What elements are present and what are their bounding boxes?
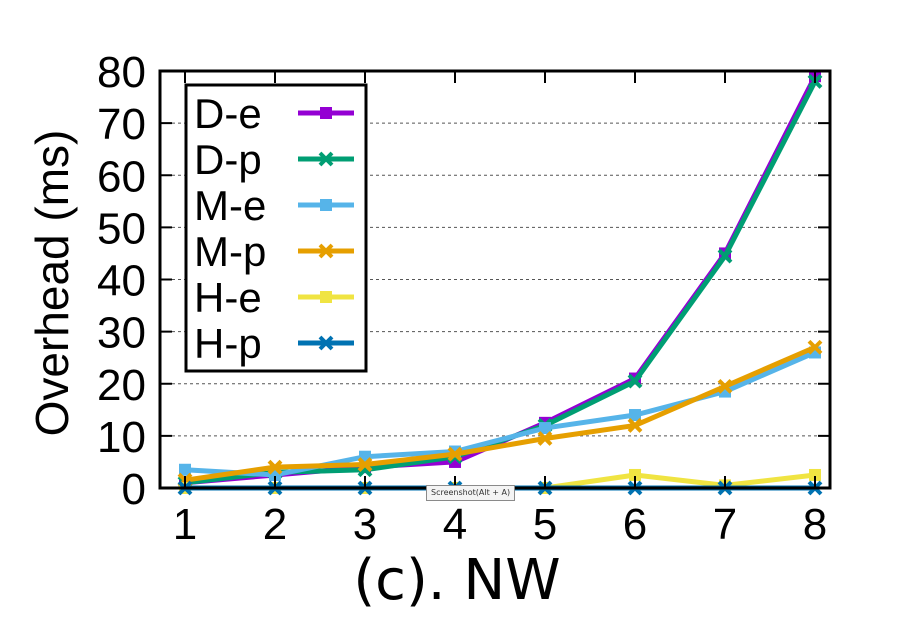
screenshot-tooltip: Screenshot(Alt + A) — [426, 485, 516, 501]
x-tick-label: 2 — [263, 500, 287, 549]
y-tick-label: 0 — [122, 465, 146, 514]
y-tick-label: 50 — [97, 204, 146, 253]
y-tick-label: 30 — [97, 309, 146, 358]
data-point-cross — [447, 446, 463, 462]
x-tick-label: 8 — [803, 500, 827, 549]
data-point-square — [629, 468, 641, 481]
x-tick-label: 6 — [623, 500, 647, 549]
data-point-cross — [318, 243, 334, 259]
x-tick-label: 4 — [443, 500, 467, 549]
y-axis-label: Overhead (ms) — [26, 130, 78, 437]
data-point-square — [179, 463, 191, 476]
cross-stroke — [627, 418, 643, 433]
series-lines — [177, 70, 823, 496]
legend-label: H-e — [194, 274, 262, 321]
x-tick-label: 7 — [713, 500, 737, 549]
y-tick-label: 10 — [97, 413, 146, 462]
cross-stroke — [357, 457, 373, 472]
legend-label: M-p — [194, 228, 266, 275]
cross-stroke — [717, 378, 733, 394]
cross-stroke — [447, 446, 463, 462]
y-tick-label: 40 — [97, 257, 146, 306]
cross-stroke — [717, 248, 733, 264]
data-point-square — [320, 199, 332, 211]
data-point-cross — [627, 418, 643, 433]
data-point-cross — [717, 378, 733, 394]
cross-stroke — [807, 339, 823, 355]
data-point-cross — [267, 459, 283, 475]
data-point-cross — [537, 431, 553, 446]
cross-stroke — [318, 335, 334, 351]
y-tick-label: 60 — [97, 152, 146, 201]
cross-stroke — [627, 373, 643, 389]
cross-stroke — [537, 431, 553, 446]
y-tick-label: 70 — [97, 100, 146, 149]
x-tick-label: 1 — [173, 500, 197, 549]
cross-stroke — [318, 243, 334, 259]
legend-label: D-p — [194, 136, 262, 183]
data-point-cross — [318, 151, 334, 167]
data-point-cross — [807, 339, 823, 355]
cross-stroke — [267, 459, 283, 475]
data-point-cross — [318, 335, 334, 351]
y-tick-label: 20 — [97, 361, 146, 410]
series-line — [184, 344, 816, 483]
x-tick-label: 3 — [353, 500, 377, 549]
data-point-square — [320, 291, 332, 303]
grid-lines — [160, 122, 830, 437]
data-point-square — [539, 422, 551, 435]
data-point-square — [629, 409, 641, 422]
data-point-square — [320, 107, 332, 119]
legend-label: H-p — [194, 320, 262, 367]
y-tick-label: 80 — [97, 48, 146, 97]
legend-label: D-e — [194, 90, 262, 137]
data-point-square — [809, 468, 821, 481]
data-point-cross — [357, 457, 373, 472]
x-tick-label: 5 — [533, 500, 557, 549]
legend: D-eD-pM-eM-pH-eH-p — [184, 83, 368, 373]
figure-caption: (c). NW — [353, 548, 561, 613]
legend-label: M-e — [194, 182, 266, 229]
cross-stroke — [318, 151, 334, 167]
legend-box — [184, 83, 368, 373]
data-point-cross — [717, 248, 733, 264]
data-point-cross — [627, 373, 643, 389]
